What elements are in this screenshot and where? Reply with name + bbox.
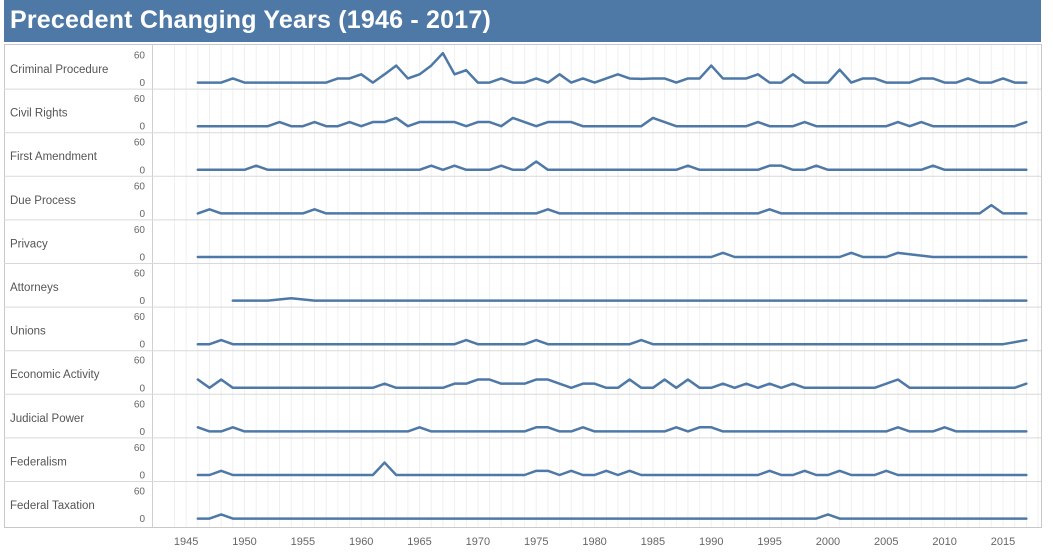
series-line [196,116,1028,128]
x-axis: 1945 1950 1955 1960 1965 1970 1975 1980 1985 1990… [174,536,1015,548]
y-tick-label: 0 [139,209,145,220]
y-tick-label: 60 [134,269,146,280]
series-line [196,378,1028,390]
x-tick-label: 2010 [932,536,956,548]
y-tick-label: 0 [139,471,145,482]
x-tick-label: 1985 [641,536,665,548]
x-tick-label: 1975 [524,536,548,548]
row-label: Attorneys [10,282,59,294]
chart-frame [4,44,1042,528]
row-label: Economic Activity [10,369,100,381]
x-tick-label: 1990 [699,536,723,548]
y-tick-label: 60 [134,443,146,454]
y-tick-label: 60 [134,225,146,236]
y-tick-label: 0 [139,340,145,351]
frame-layer [4,44,1042,528]
series-line [196,160,1028,172]
y-tick-label: 0 [139,78,145,89]
grid-layer [174,44,1039,527]
chart-title: Precedent Changing Years (1946 - 2017) [10,6,491,34]
y-tick-label: 60 [134,138,146,149]
series-line [196,251,1028,259]
y-tick-label: 60 [134,51,146,62]
row-label: First Amendment [10,151,98,163]
row-label: Criminal Procedure [10,64,108,76]
y-tick-label: 60 [134,399,146,410]
row-label: Unions [10,326,46,338]
x-tick-label: 2005 [874,536,898,548]
label-layer: Criminal Procedure 0 60 Civil Rights 0 60 Firs… [10,51,145,526]
series-line [196,203,1028,215]
x-tick-label: 2015 [991,536,1015,548]
x-tick-label: 1950 [232,536,256,548]
row-label: Federal Taxation [10,500,95,512]
y-tick-label: 60 [134,356,146,367]
y-tick-label: 60 [134,312,146,323]
title-bar: Precedent Changing Years (1946 - 2017) [4,0,1041,42]
line-layer [196,51,1028,520]
y-tick-label: 60 [134,94,146,105]
x-tick-label: 1970 [466,536,490,548]
x-tick-label: 1955 [291,536,315,548]
x-tick-label: 1945 [174,536,198,548]
y-tick-label: 60 [134,487,146,498]
row-label: Judicial Power [10,413,84,425]
y-tick-label: 0 [139,122,145,133]
y-tick-label: 0 [139,514,145,525]
y-tick-label: 0 [139,253,145,264]
y-tick-label: 0 [139,383,145,394]
row-label: Due Process [10,195,76,207]
series-line [196,51,1028,84]
x-tick-label: 1995 [757,536,781,548]
x-tick-label: 1965 [407,536,431,548]
row-label: Federalism [10,456,67,468]
series-line [196,461,1028,477]
y-tick-label: 0 [139,296,145,307]
x-tick-label: 1980 [582,536,606,548]
series-line [196,338,1028,346]
series-line [196,513,1028,520]
y-tick-label: 0 [139,427,145,438]
y-tick-label: 60 [134,181,146,192]
row-label: Privacy [10,238,48,250]
y-tick-label: 0 [139,165,145,176]
series-line [196,426,1028,433]
series-line [231,297,1028,302]
x-tick-label: 1960 [349,536,373,548]
x-tick-label: 2000 [816,536,840,548]
row-label: Civil Rights [10,108,68,120]
